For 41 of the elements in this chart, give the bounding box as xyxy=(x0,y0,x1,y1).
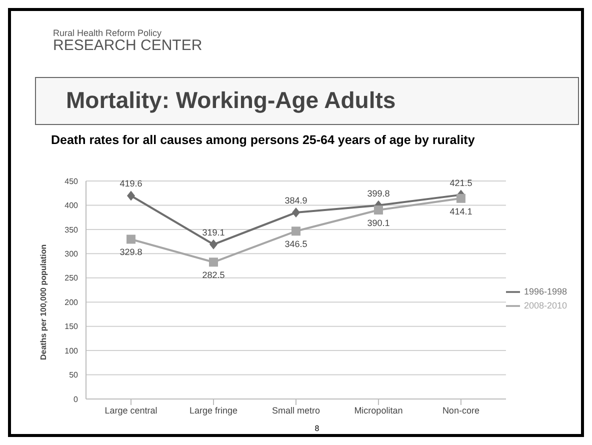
data-label: 319.1 xyxy=(202,227,225,238)
point xyxy=(208,258,218,267)
data-label: 390.1 xyxy=(367,218,390,228)
point xyxy=(291,226,300,236)
y-tick-label: 150 xyxy=(64,322,79,332)
y-tick-label: 400 xyxy=(64,201,79,210)
data-label: 419.6 xyxy=(120,178,142,189)
y-tick-label: 200 xyxy=(64,298,79,307)
data-label: 282.5 xyxy=(202,270,225,280)
point xyxy=(374,206,383,215)
legend-label: 2008-2010 xyxy=(524,300,567,310)
point xyxy=(292,208,300,218)
data-label: 421.5 xyxy=(450,178,472,188)
data-label: 414.1 xyxy=(450,206,472,216)
y-tick-label: 250 xyxy=(64,274,79,283)
text: Rural Health Reform Policy xyxy=(53,28,163,38)
y-tick-label: 450 xyxy=(64,176,79,186)
x-tick-label: Small metro xyxy=(272,405,320,416)
point xyxy=(209,239,218,250)
x-tick-label: Large fringe xyxy=(189,405,238,416)
point xyxy=(126,234,136,244)
y-axis-title: Deaths per 100,000 population xyxy=(38,244,48,360)
text: RESEARCH CENTER xyxy=(53,37,202,54)
data-label: 399.8 xyxy=(367,188,390,198)
data-label: 384.9 xyxy=(284,196,308,206)
legend-label: 1996-1998 xyxy=(524,286,567,296)
y-tick-label: 350 xyxy=(64,225,79,234)
point xyxy=(127,190,135,201)
y-tick-label: 300 xyxy=(64,250,79,259)
y-tick-label: 50 xyxy=(69,370,79,380)
y-tick-label: 0 xyxy=(74,394,79,404)
chart-subtitle: Death rates for all causes among persons 25-64 years of age by rurality xyxy=(51,133,476,148)
data-label: 329.8 xyxy=(120,247,142,258)
point xyxy=(456,194,466,203)
y-tick-label: 100 xyxy=(64,346,79,356)
data-label: 346.5 xyxy=(284,239,308,250)
x-tick-label: Non-core xyxy=(442,405,480,416)
text: 8 xyxy=(314,424,320,433)
x-tick-label: Micropolitan xyxy=(354,405,403,416)
chart-title: Mortality: Working-Age Adults xyxy=(66,87,396,114)
x-tick-label: Large central xyxy=(104,405,158,416)
